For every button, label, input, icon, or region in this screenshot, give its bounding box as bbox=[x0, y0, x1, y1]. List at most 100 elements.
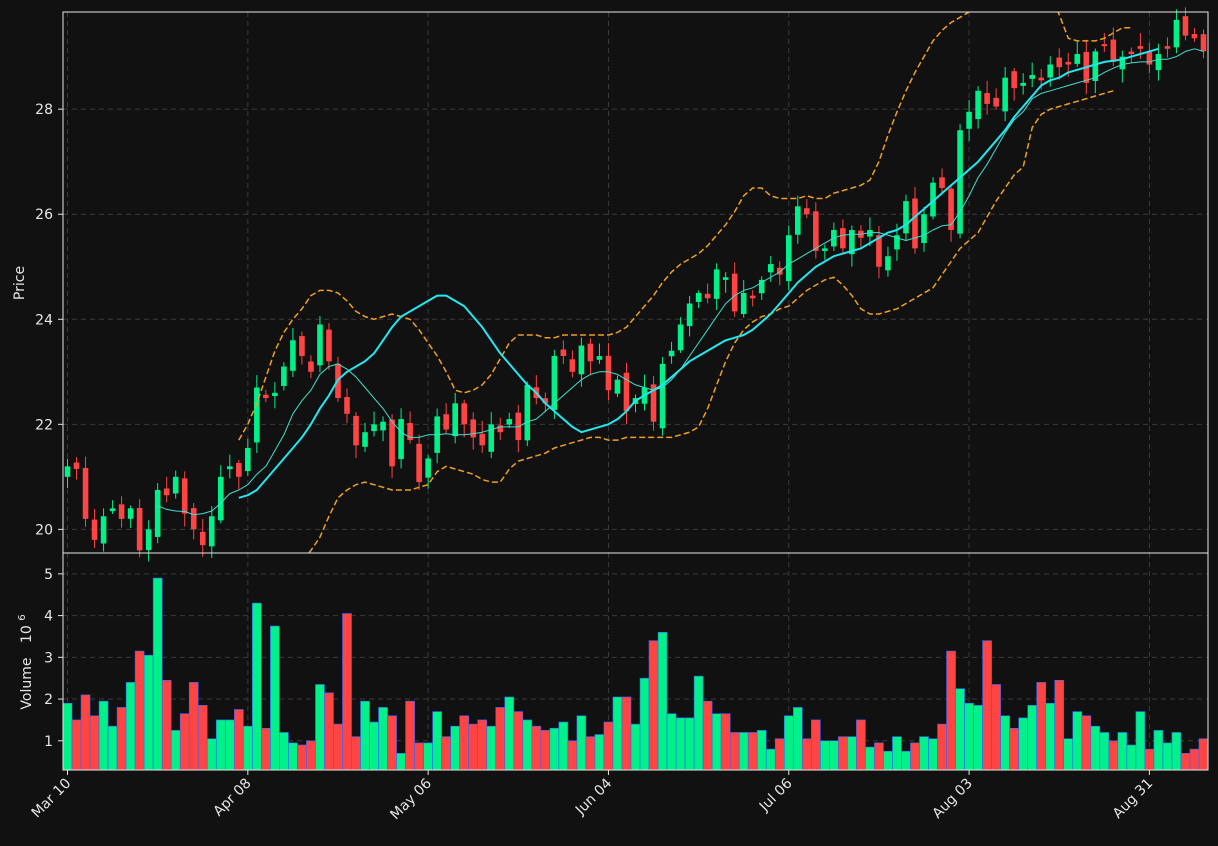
volume-bar bbox=[747, 732, 758, 771]
price-tick-label: 24 bbox=[35, 312, 53, 328]
volume-bar bbox=[540, 730, 551, 771]
volume-bar bbox=[1018, 717, 1028, 771]
volume-bar bbox=[919, 736, 929, 771]
volume-bar bbox=[1126, 744, 1137, 771]
volume-bar bbox=[1153, 730, 1164, 771]
volume-bar bbox=[1171, 732, 1182, 771]
volume-bar bbox=[477, 719, 488, 771]
price-axis-label: Price bbox=[12, 266, 28, 300]
volume-bar bbox=[1108, 740, 1119, 771]
volume-bar bbox=[450, 725, 460, 771]
volume-bar bbox=[405, 700, 415, 771]
candle-body bbox=[425, 458, 431, 478]
volume-bar bbox=[774, 738, 785, 771]
candle-body bbox=[948, 188, 954, 230]
candle-body bbox=[659, 363, 666, 429]
candle-body bbox=[389, 419, 395, 467]
candle-body bbox=[677, 324, 684, 351]
candle-body bbox=[1047, 64, 1054, 78]
volume-bar bbox=[801, 738, 812, 771]
volume-bar bbox=[1117, 732, 1128, 771]
candle-body bbox=[380, 421, 386, 431]
volume-bar bbox=[765, 748, 776, 771]
candle-body bbox=[1137, 46, 1144, 49]
candle-body bbox=[344, 397, 350, 414]
candle-body bbox=[1020, 82, 1026, 86]
candle-body bbox=[470, 419, 477, 438]
candle-body bbox=[822, 248, 828, 251]
candle-body bbox=[1200, 34, 1207, 52]
candle-body bbox=[118, 504, 125, 519]
candle-body bbox=[73, 462, 80, 469]
volume-bar bbox=[1081, 715, 1092, 771]
candle-body bbox=[217, 476, 224, 521]
volume-bar bbox=[315, 684, 325, 771]
volume-bar bbox=[630, 723, 641, 771]
volume-bar bbox=[279, 732, 289, 771]
candle-body bbox=[479, 433, 486, 446]
candle-body bbox=[64, 466, 71, 477]
volume-bar bbox=[585, 736, 596, 771]
volume-bar bbox=[847, 736, 857, 771]
candle-body bbox=[740, 293, 747, 315]
volume-bar bbox=[252, 602, 262, 771]
volume-bar bbox=[1063, 738, 1074, 771]
candle-body bbox=[587, 343, 594, 362]
volume-tick-label: 2 bbox=[44, 692, 53, 708]
moving-average-fast-line bbox=[157, 48, 1204, 516]
candle-body bbox=[136, 507, 143, 551]
candle-body bbox=[1065, 61, 1072, 65]
candle-body bbox=[163, 488, 170, 496]
volume-axis-label-text: Volume bbox=[19, 658, 35, 710]
candle-body bbox=[100, 516, 107, 544]
volume-bar bbox=[549, 727, 560, 771]
volume-bar bbox=[71, 719, 82, 771]
volume-bar bbox=[982, 640, 992, 771]
volume-bar bbox=[756, 730, 767, 771]
volume-bar bbox=[964, 702, 974, 771]
candle-body bbox=[713, 269, 720, 299]
volume-bar bbox=[134, 650, 145, 771]
candle-body bbox=[623, 372, 630, 412]
candle-body bbox=[1182, 16, 1189, 36]
volume-bar bbox=[783, 715, 794, 771]
price-tick-label: 22 bbox=[35, 417, 53, 433]
volume-bar bbox=[432, 711, 442, 771]
candle-body bbox=[569, 359, 576, 372]
candle-body bbox=[109, 508, 116, 512]
candle-body bbox=[326, 329, 332, 362]
candle-body bbox=[1011, 71, 1017, 89]
volume-bar bbox=[693, 675, 704, 771]
volume-bar bbox=[459, 715, 470, 771]
candle-body bbox=[596, 356, 603, 360]
candle-body bbox=[794, 206, 801, 235]
volume-bar bbox=[576, 715, 587, 771]
candle-body bbox=[605, 355, 612, 391]
candle-body bbox=[371, 424, 377, 432]
volume-bar bbox=[1135, 711, 1146, 771]
volume-bar bbox=[820, 740, 830, 771]
candle-body bbox=[930, 182, 936, 217]
volume-bar bbox=[1162, 742, 1173, 771]
candle-body bbox=[912, 198, 918, 249]
volume-bar bbox=[856, 719, 866, 771]
volume-bar bbox=[901, 750, 911, 771]
candles bbox=[64, 7, 1207, 562]
volume-bar bbox=[666, 713, 677, 771]
volume-bar bbox=[811, 719, 821, 771]
volume-bar bbox=[351, 736, 361, 771]
volume-bar bbox=[387, 715, 397, 771]
candle-body bbox=[686, 303, 693, 327]
candle-body bbox=[236, 463, 242, 477]
candle-body bbox=[1074, 54, 1081, 64]
volume-bar bbox=[62, 702, 73, 771]
volume-bar bbox=[360, 700, 370, 771]
candle-body bbox=[1029, 75, 1035, 79]
candle-body bbox=[263, 394, 269, 399]
volume-bar bbox=[306, 740, 316, 771]
volume-bar bbox=[125, 682, 136, 771]
volume-bar bbox=[233, 709, 244, 771]
candle-body bbox=[1191, 34, 1198, 39]
candle-body bbox=[840, 228, 846, 249]
